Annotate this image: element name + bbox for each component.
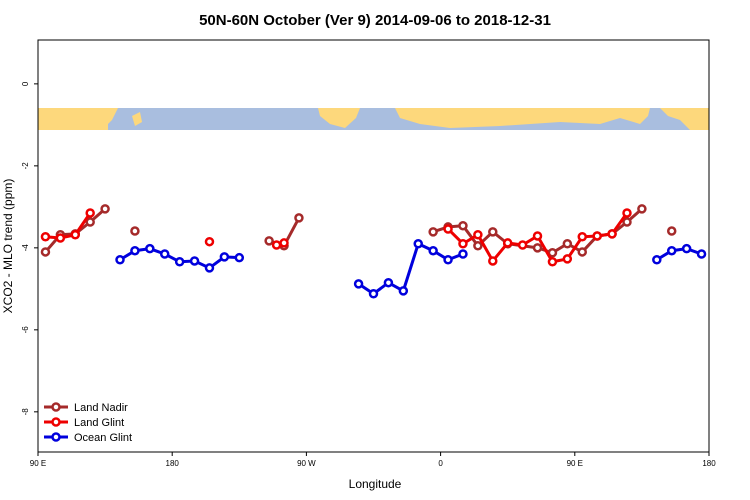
y-tick-label: -6 xyxy=(21,326,30,334)
y-tick-label: -4 xyxy=(21,244,30,252)
data-point xyxy=(666,245,677,256)
data-point xyxy=(562,238,573,249)
data-point xyxy=(577,247,588,257)
legend-label: Land Nadir xyxy=(74,402,128,414)
x-tick-label: 0 xyxy=(438,459,443,468)
data-point xyxy=(130,226,140,236)
data-point xyxy=(562,254,573,264)
data-point xyxy=(70,229,81,240)
data-point xyxy=(473,229,483,240)
data-point xyxy=(428,245,438,256)
legend-marker xyxy=(51,402,61,412)
data-point xyxy=(413,238,423,249)
data-point xyxy=(264,236,274,246)
data-point xyxy=(696,249,707,259)
data-point xyxy=(443,254,453,265)
map-band xyxy=(38,108,709,130)
data-point xyxy=(532,231,543,241)
data-point xyxy=(294,213,304,223)
data-point xyxy=(443,224,453,234)
data-point xyxy=(428,227,438,237)
data-point xyxy=(100,204,110,214)
data-point xyxy=(279,238,289,248)
data-point xyxy=(517,240,528,250)
data-point xyxy=(145,243,155,254)
data-point xyxy=(622,217,632,227)
data-point xyxy=(159,249,170,259)
data-point xyxy=(383,277,394,288)
data-point xyxy=(592,231,602,241)
data-point xyxy=(652,254,662,265)
data-point xyxy=(637,204,647,214)
x-tick-label: 90 W xyxy=(297,459,316,468)
data-point xyxy=(189,256,200,266)
x-tick-label: 180 xyxy=(166,459,180,468)
data-point xyxy=(473,241,483,251)
data-point xyxy=(130,245,140,256)
y-axis-label: XCO2 - MLO trend (ppm) xyxy=(1,179,15,314)
legend-label: Ocean Glint xyxy=(74,432,132,444)
data-point xyxy=(458,238,468,249)
data-point xyxy=(547,257,558,267)
data-point xyxy=(204,236,215,247)
data-point xyxy=(40,232,51,242)
data-point xyxy=(115,254,125,265)
y-tick-label: -8 xyxy=(21,408,30,416)
series-line xyxy=(357,241,464,296)
data-point xyxy=(271,240,282,250)
data-point xyxy=(532,243,543,253)
data-point xyxy=(398,286,409,296)
y-tick-label: 0 xyxy=(21,81,30,86)
series-line xyxy=(45,212,92,240)
data-point xyxy=(85,217,95,227)
data-point xyxy=(666,226,677,236)
legend-marker xyxy=(51,417,61,427)
legend-marker xyxy=(51,432,61,442)
data-point xyxy=(458,249,468,259)
data-point xyxy=(174,257,185,267)
data-point xyxy=(488,227,498,237)
data-point xyxy=(353,279,364,289)
x-tick-label: 90 E xyxy=(30,459,46,468)
data-point xyxy=(488,256,498,266)
legend-label: Land Glint xyxy=(74,417,124,429)
data-point xyxy=(622,208,632,218)
data-point xyxy=(40,247,51,257)
data-point xyxy=(219,252,230,262)
plot-frame xyxy=(37,39,710,453)
data-point xyxy=(577,232,588,242)
series-line xyxy=(656,247,703,262)
data-point xyxy=(55,233,66,243)
x-axis-label: Longitude xyxy=(349,477,402,491)
data-point xyxy=(607,229,617,239)
data-point xyxy=(681,243,692,254)
x-tick-label: 90 E xyxy=(567,459,583,468)
data-point xyxy=(502,238,513,248)
data-point xyxy=(204,263,215,273)
chart-title: 50N-60N October (Ver 9) 2014-09-06 to 20… xyxy=(199,12,551,29)
x-tick-label: 180 xyxy=(702,459,716,468)
data-point xyxy=(85,208,95,218)
data-point xyxy=(234,252,245,263)
data-point xyxy=(458,220,468,231)
data-point xyxy=(368,289,379,299)
y-tick-label: -2 xyxy=(21,162,30,170)
